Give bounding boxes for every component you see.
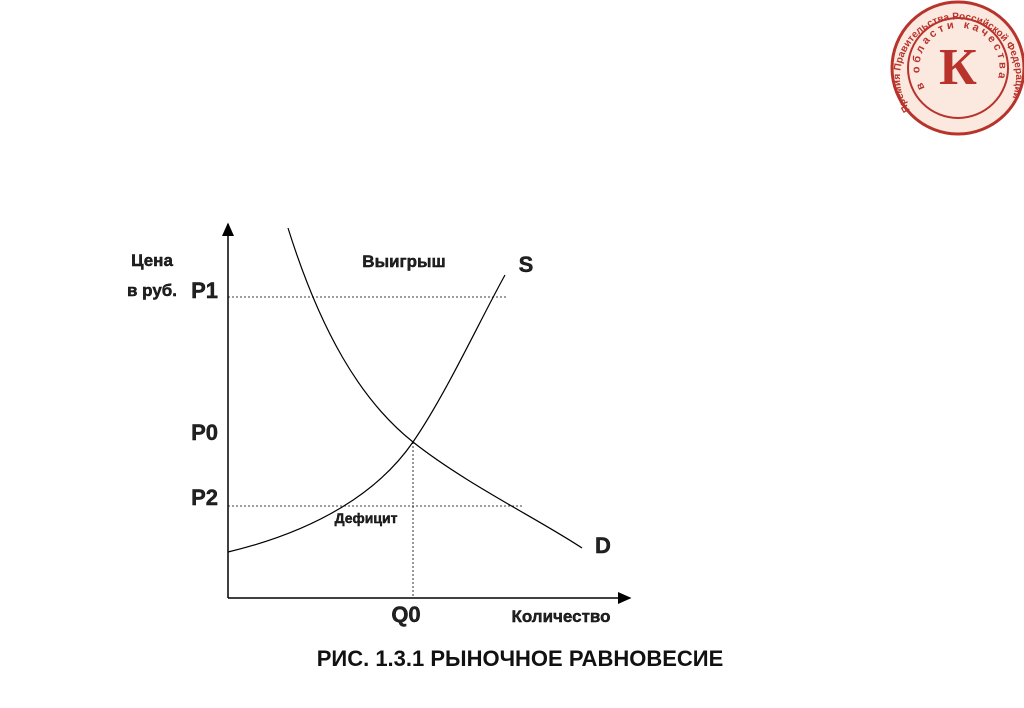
demand-curve — [287, 227, 583, 549]
logo-ring — [890, 0, 1024, 136]
quantity-label: Q0 — [391, 602, 420, 627]
logo-inner-ring — [907, 17, 1009, 119]
price-label: P2 — [191, 485, 218, 510]
price-label: P0 — [191, 420, 218, 445]
logo-letter: К — [939, 39, 977, 96]
y-axis-label: Цена — [131, 251, 173, 270]
demand-label: D — [595, 533, 611, 558]
gain-label: Выигрыш — [362, 252, 445, 271]
diagram — [222, 222, 632, 604]
x-axis-label: Количество — [511, 607, 610, 626]
deficit-label: Дефицит — [335, 510, 398, 526]
y-axis-label: в руб. — [127, 281, 177, 300]
logo: Премия Правительства Российской Федераци… — [890, 0, 1024, 136]
price-label: P1 — [191, 278, 218, 303]
supply-label: S — [519, 252, 534, 277]
caption: РИС. 1.3.1 РЫНОЧНОЕ РАВНОВЕСИЕ — [317, 646, 724, 671]
